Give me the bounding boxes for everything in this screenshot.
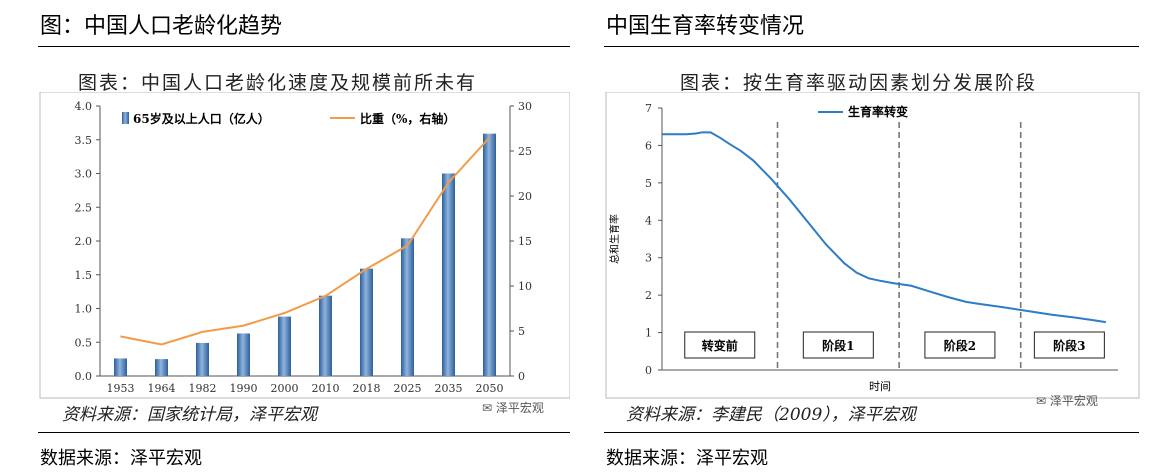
x-tick-label: 2035 [435, 382, 463, 395]
bar-1953 [114, 358, 127, 376]
left-chart-source: 资料来源：国家统计局，泽平宏观 [62, 405, 317, 425]
share-line [120, 136, 491, 346]
y-tick-label: 0 [645, 364, 652, 377]
x-tick-label: 2000 [271, 382, 299, 395]
x-tick-label: 2050 [476, 382, 504, 395]
bar-2035 [442, 173, 455, 376]
y-tick-label: 4.0 [75, 100, 93, 113]
stage-box [684, 331, 756, 359]
bar-2050 [483, 133, 496, 376]
right-plot-frame [605, 92, 1140, 399]
right-heading-rule [604, 46, 1139, 47]
right-chart-title: 图表：按生育率驱动因素划分发展阶段 [680, 72, 1038, 94]
y-tick-label: 2.0 [75, 235, 93, 248]
left-bottom-rule [38, 432, 570, 433]
bar-2010 [319, 295, 332, 376]
y-tick-label: 5 [645, 177, 652, 190]
y-tick-label: 3.0 [75, 168, 93, 181]
stage-label: 阶段1 [822, 338, 854, 353]
y-tick-label: 3.5 [75, 134, 93, 147]
x-tick-label: 2018 [353, 382, 381, 395]
legend-bar-label: 65岁及以上人口（亿人） [133, 111, 270, 126]
left-watermark: ✉ 泽平宏观 [482, 399, 544, 416]
legend-line-label: 比重（%，右轴） [360, 111, 455, 126]
wechat-icon: ✉ [1036, 394, 1047, 408]
bar-2025 [401, 238, 414, 376]
y-tick-label: 4 [645, 214, 652, 227]
x-tick-label: 1982 [189, 382, 217, 395]
x-tick-label: 1990 [230, 382, 258, 395]
right-source-outer: 数据来源：泽平宏观 [606, 448, 768, 469]
y-tick-label: 7 [645, 102, 652, 115]
x-tick-label: 2025 [394, 382, 422, 395]
y-tick-label: 6 [645, 139, 652, 152]
x-tick-label: 1964 [148, 382, 176, 395]
y-tick-label: 3 [645, 252, 652, 265]
x-tick-label: 2010 [312, 382, 340, 395]
bar-1964 [155, 359, 168, 376]
right-chart-source: 资料来源：李建民（2009），泽平宏观 [626, 405, 916, 425]
left-panel: 图：中国人口老龄化趋势 图表：中国人口老龄化速度及规模前所未有 0.0 0.5 1.… [0, 0, 570, 476]
left-heading: 图：中国人口老龄化趋势 [40, 14, 283, 39]
left-chart-title: 图表：中国人口老龄化速度及规模前所未有 [78, 72, 478, 94]
y2-tick-label: 10 [518, 280, 532, 293]
y-axis-label: 总和生育率 [608, 214, 621, 264]
fertility-line [662, 131, 1106, 324]
x-axis-label: 时间 [869, 380, 891, 393]
y-tick-label: 1.0 [75, 303, 93, 316]
y-tick-label: 2 [645, 289, 652, 302]
bar-2000 [278, 316, 291, 376]
stage-label: 转变前 [702, 338, 738, 353]
y2-tick-label: 15 [518, 235, 532, 248]
stage-label: 阶段3 [1053, 338, 1085, 353]
y-tick-label: 0.5 [75, 336, 93, 349]
y2-tick-label: 25 [518, 145, 532, 158]
y-tick-label: 0.0 [75, 370, 93, 383]
bar-1990 [237, 333, 250, 376]
stage-box [802, 331, 874, 359]
right-watermark-text: 泽平宏观 [1049, 394, 1098, 408]
right-watermark: ✉ 泽平宏观 [1036, 392, 1098, 409]
left-source-outer: 数据来源：泽平宏观 [40, 448, 202, 469]
right-bottom-rule [604, 432, 1139, 433]
y2-tick-label: 20 [518, 190, 532, 203]
bar-2018 [360, 268, 373, 376]
x-tick-label: 1953 [107, 382, 135, 395]
y2-tick-label: 0 [518, 370, 525, 383]
y2-tick-label: 5 [518, 325, 525, 338]
y2-tick-label: 30 [518, 100, 532, 113]
y-tick-label: 1 [645, 327, 652, 340]
wechat-icon: ✉ [482, 401, 493, 415]
y-tick-label: 2.5 [75, 201, 93, 214]
right-heading: 中国生育率转变情况 [606, 14, 805, 39]
legend-bar-swatch [122, 112, 129, 124]
legend-label: 生育率转变 [848, 104, 908, 119]
left-plot-frame [39, 92, 570, 399]
left-chart-svg: 0.00.51.01.52.02.53.03.54.0051015202530 … [39, 92, 570, 399]
stage-box [924, 331, 996, 359]
left-heading-rule [38, 46, 570, 47]
left-watermark-text: 泽平宏观 [495, 401, 544, 415]
stage-label: 阶段2 [944, 338, 976, 353]
stage-box [1033, 331, 1105, 359]
right-panel: 中国生育率转变情况 图表：按生育率驱动因素划分发展阶段 0 1 2 3 4 5 6 7 转变前… [598, 0, 1163, 476]
y-tick-label: 1.5 [75, 269, 93, 282]
bar-1982 [196, 342, 209, 376]
